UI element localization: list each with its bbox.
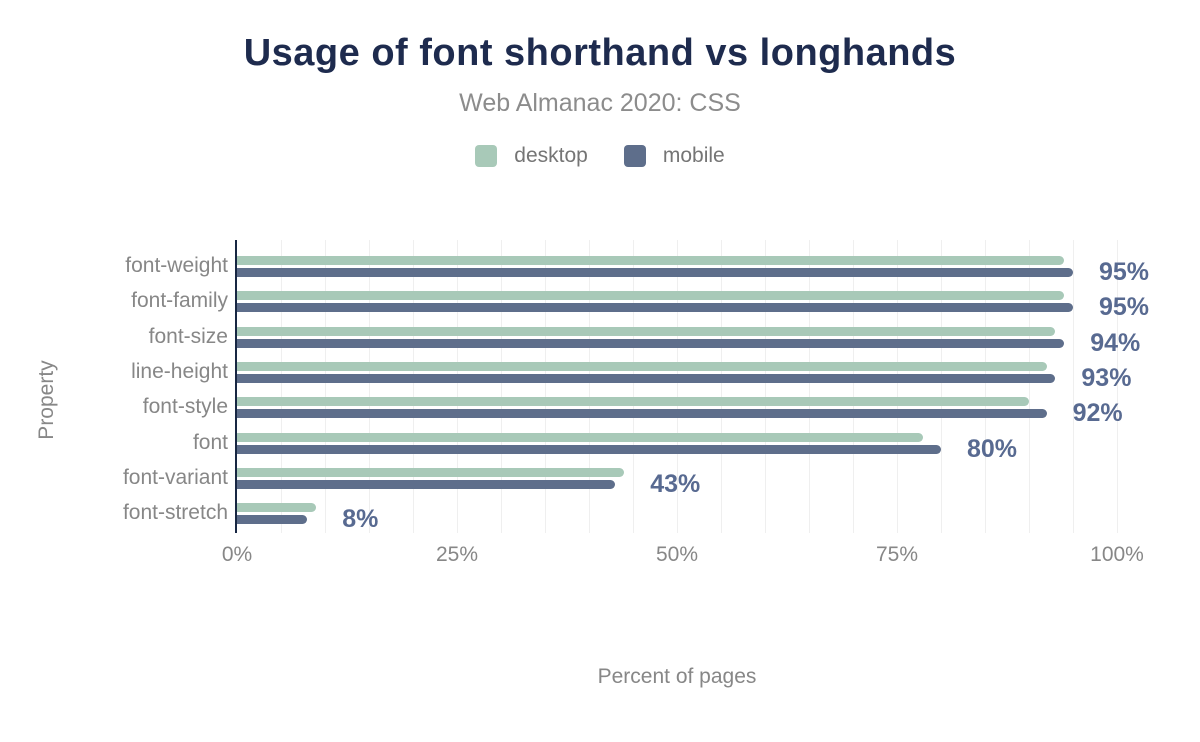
gridline <box>853 240 854 533</box>
bar-value-label: 94% <box>1090 328 1141 357</box>
bar-value-label: 43% <box>650 469 701 498</box>
category-label: font-weight <box>125 254 228 277</box>
bar-mobile <box>237 444 941 454</box>
category-label: font-stretch <box>122 501 228 525</box>
legend: desktop mobile <box>0 144 1200 168</box>
bar-value-label: 93% <box>1081 363 1132 392</box>
category-label: font <box>192 430 228 454</box>
gridline <box>501 240 502 533</box>
x-tick-label: 50% <box>655 543 699 566</box>
bar-desktop <box>237 256 1065 265</box>
bar-desktop <box>237 397 1029 407</box>
category-label: font-family <box>131 289 228 313</box>
legend-item-desktop: desktop <box>475 144 588 168</box>
bar-desktop <box>237 291 1065 301</box>
bar-mobile <box>237 479 616 489</box>
y-axis-line <box>235 240 237 533</box>
gridline <box>677 240 678 533</box>
gridline <box>765 240 766 533</box>
bar-mobile <box>237 268 1073 277</box>
x-tick-labels: 0% 25% 50% 75% 100% <box>0 542 1200 572</box>
gridline <box>941 240 942 533</box>
x-tick-label: 25% <box>435 543 479 566</box>
category-label: line-height <box>131 359 228 383</box>
bar-desktop <box>237 432 924 442</box>
gridline <box>633 240 634 533</box>
bar-mobile <box>237 373 1056 383</box>
category-label: font-variant <box>122 465 228 489</box>
bar-mobile <box>237 303 1073 313</box>
category-labels: font-weight font-family font-size line-heig… <box>0 240 228 533</box>
gridline <box>897 240 898 533</box>
gridline <box>369 240 370 533</box>
x-tick-label: 0% <box>221 543 253 566</box>
gridline <box>809 240 810 533</box>
bar-desktop <box>237 467 625 477</box>
x-tick-label: 75% <box>875 543 919 566</box>
bar-value-label: 80% <box>967 434 1018 463</box>
bar-value-label: 95% <box>1099 258 1150 286</box>
x-tick-label: 100% <box>1090 543 1144 566</box>
legend-swatch-mobile <box>623 145 646 167</box>
bar-value-label: 92% <box>1072 399 1123 428</box>
gridline <box>1073 240 1074 533</box>
gridline <box>325 240 326 533</box>
gridline <box>589 240 590 533</box>
bar-desktop <box>237 503 317 513</box>
bar-mobile <box>237 338 1065 348</box>
legend-label-mobile: mobile <box>662 144 725 167</box>
bar-value-label: 95% <box>1099 293 1150 322</box>
category-label: font-size <box>148 324 228 348</box>
bar-desktop <box>237 326 1056 336</box>
bar-mobile <box>237 409 1047 419</box>
x-axis-title: Percent of pages <box>597 665 757 688</box>
category-label: font-style <box>142 395 228 419</box>
gridline <box>1117 240 1118 533</box>
gridline <box>457 240 458 533</box>
legend-label-desktop: desktop <box>514 144 588 167</box>
gridline <box>545 240 546 533</box>
gridline <box>985 240 986 533</box>
legend-swatch-desktop <box>475 145 498 167</box>
bar-desktop <box>237 361 1047 371</box>
gridline <box>1029 240 1030 533</box>
plot-area: 95% 95% 94% 93% 92% 80% 43% 8% <box>237 240 1149 534</box>
chart-subtitle: Web Almanac 2020: CSS <box>459 89 741 117</box>
gridline <box>413 240 414 533</box>
bar-mobile <box>237 515 308 525</box>
legend-item-mobile: mobile <box>623 144 725 168</box>
bar-value-label: 8% <box>342 505 379 534</box>
chart-title: Usage of font shorthand vs longhands <box>243 32 957 74</box>
gridline <box>721 240 722 533</box>
chart-area: Property font-weight font-family font-size… <box>0 240 1200 580</box>
gridline <box>281 240 282 533</box>
